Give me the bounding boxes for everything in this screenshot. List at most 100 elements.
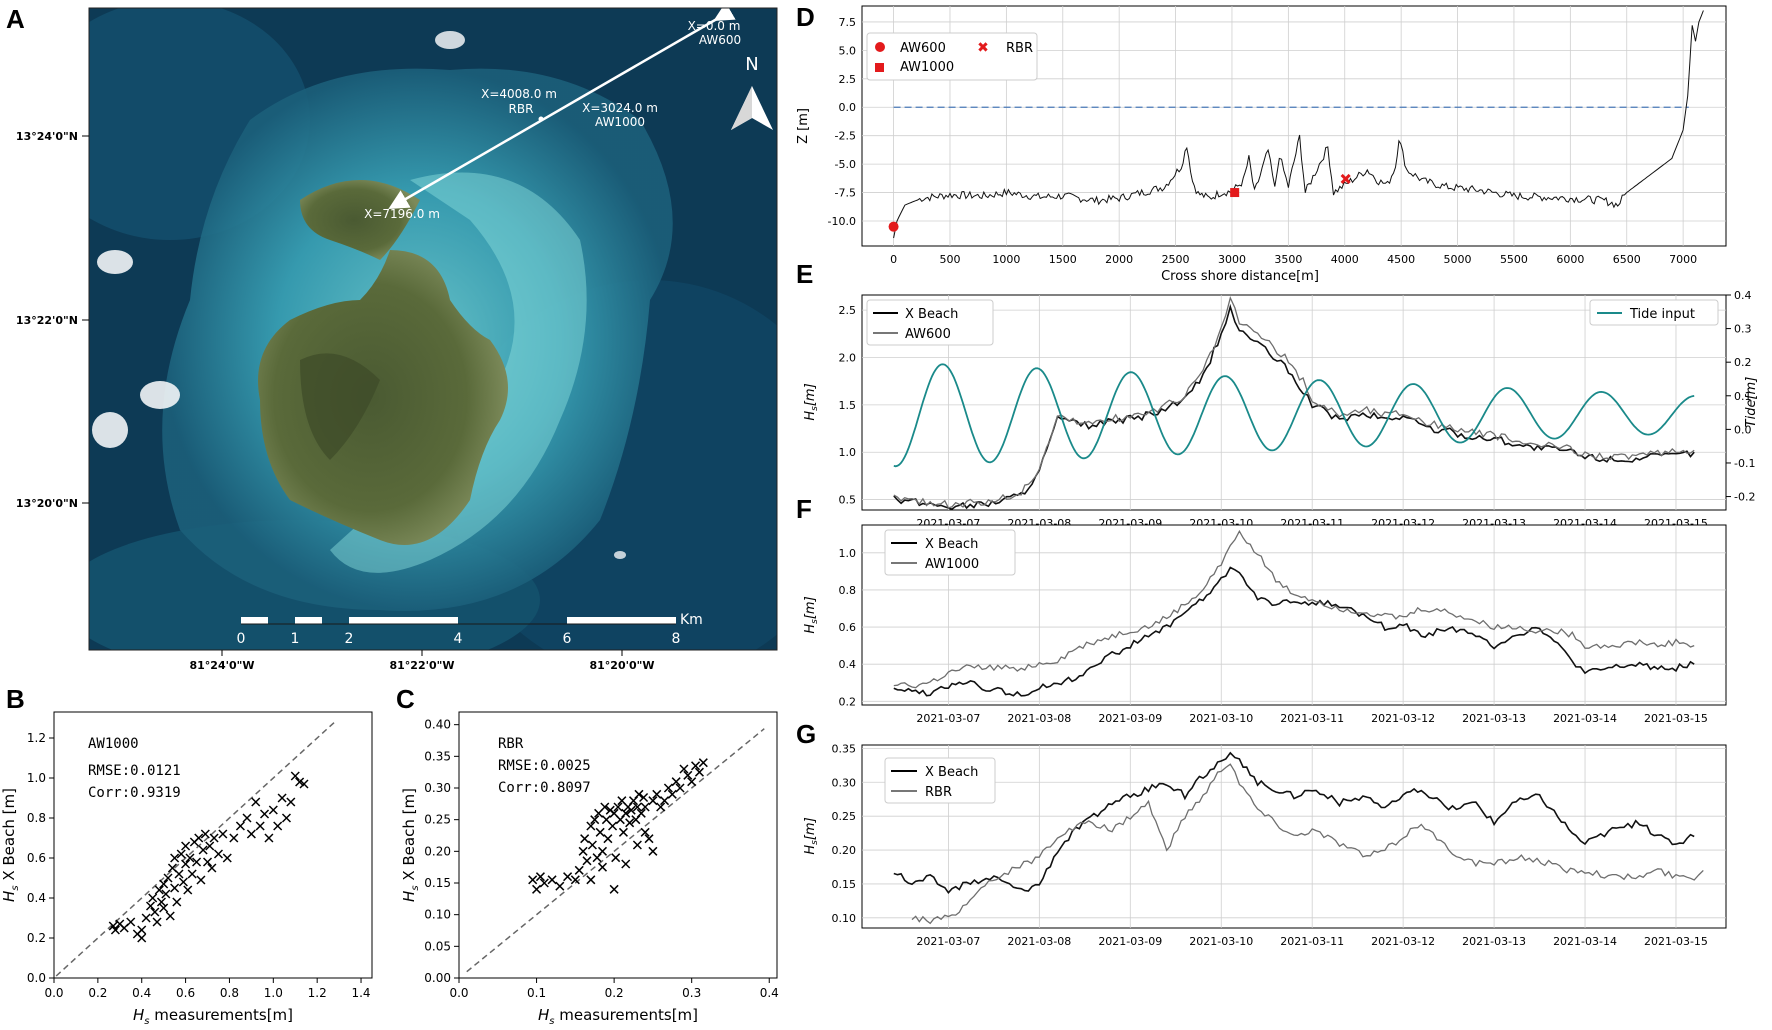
scatter-point: [148, 893, 158, 903]
panel-f-timeseries: F 2021-03-07 2021-03-08 2021-03-09 2021-03-…: [796, 494, 1727, 725]
lat-tick-2: 13°22'0"N: [16, 314, 78, 327]
x-tick-label: 2021-03-13: [1462, 935, 1526, 948]
x-tick-label: 3500: [1274, 253, 1302, 266]
x-tick-label: 0.1: [527, 986, 546, 1000]
y-tick-label: 5.0: [839, 44, 857, 57]
aw1000-position-marker: [538, 116, 544, 122]
panel-d-profile: D 0 500 1000 1500 2000 2500 3000 3500 4000 4500 50…: [796, 2, 1727, 284]
bathymetry-profile-line: [893, 10, 1704, 239]
scatter-point: [202, 857, 213, 867]
x-tick-label: 0.6: [176, 986, 195, 1000]
y-tick-label: 1.0: [839, 547, 857, 560]
transect-label-start: X=0.0 m: [688, 19, 741, 33]
x-tick-label: 500: [939, 253, 960, 266]
scatter-point: [626, 805, 636, 815]
transect-label-aw1000-distance: X=3024.0 m: [582, 101, 658, 115]
f-ylabel: Hs[m]: [803, 596, 820, 633]
y-tick-label: 0.2: [27, 931, 46, 945]
scatter-point: [580, 834, 590, 844]
y-tick-label: 0.2: [839, 695, 857, 708]
scatter-point: [156, 897, 166, 907]
g-legend: X Beach RBR: [884, 757, 996, 804]
x-tick-label: 0: [890, 253, 897, 266]
x-tick-label: 2021-03-10: [1189, 712, 1253, 725]
scatter-point: [597, 862, 608, 872]
scatter-point: [600, 802, 610, 812]
x-tick-label: 3000: [1218, 253, 1246, 266]
scatter-point: [528, 875, 538, 885]
scatter-point: [632, 840, 642, 850]
scatter-point: [174, 869, 184, 879]
scatter-point: [587, 840, 597, 850]
panel-a-map: A X=0.0 m AW600 X=4008.0 m RBR X=3024.0 …: [6, 2, 778, 672]
scatter-point: [229, 833, 239, 843]
legend-f-xbeach: X Beach: [925, 537, 978, 552]
scale-bar: 0 1 2 4 6 8 Km: [237, 612, 703, 647]
panel-letter-a: A: [6, 4, 25, 34]
series-line-rbr: [911, 763, 1704, 925]
scatter-point: [185, 853, 195, 863]
b-rmse-label: RMSE:0.0121: [88, 763, 181, 779]
scatter-point: [660, 796, 670, 806]
x-tick-label: 2021-03-12: [1371, 935, 1435, 948]
x-tick-label: 2021-03-08: [1007, 935, 1071, 948]
y-tick-label: 1.5: [839, 399, 857, 412]
x-tick-label: 4500: [1387, 253, 1415, 266]
y-tick-label: 0.6: [839, 621, 857, 634]
scatter-point: [154, 885, 164, 895]
e-ylabel: Hs[m]: [803, 383, 820, 420]
scatter-point: [683, 770, 693, 780]
one-to-one-line: [466, 728, 765, 973]
scatter-point: [145, 901, 156, 911]
x-tick-label: 2021-03-11: [1280, 935, 1344, 948]
y-tick-label: 0.25: [424, 813, 451, 827]
x-tick-label: 6000: [1556, 253, 1584, 266]
scatter-point: [563, 872, 573, 882]
y-tick-label: 0.0: [27, 971, 46, 985]
legend-e-tide: Tide input: [1629, 307, 1695, 322]
x-tick-label: 2021-03-15: [1644, 712, 1708, 725]
legend-rbr-label: RBR: [1006, 41, 1033, 56]
y2-tick-label: 0.1: [1734, 390, 1752, 403]
x-tick-label: 0.3: [682, 986, 701, 1000]
scatter-point: [547, 875, 557, 885]
y-tick-label: 0.00: [424, 971, 451, 985]
x-tick-label: 6500: [1613, 253, 1641, 266]
scatter-point: [165, 911, 175, 921]
x-tick-label: 5000: [1444, 253, 1472, 266]
scatter-point: [235, 821, 245, 831]
series-line-aw600: [893, 295, 1695, 509]
b-corr-label: Corr:0.9319: [88, 785, 181, 801]
scatter-point: [636, 808, 646, 818]
scatter-point: [618, 827, 628, 837]
panel-b-scatter: B 0.0 0.2 0.4 0.6 0.8 1.0 1.2 1.40.00.20.40.60.…: [0, 684, 373, 1027]
scatter-point: [222, 853, 232, 863]
y-tick-label: 0.20: [832, 844, 857, 857]
y-tick-label: 0.4: [27, 891, 46, 905]
scatter-point: [640, 802, 650, 812]
scatter-point: [611, 853, 621, 863]
lon-tick-1: 81°24'0"W: [189, 659, 254, 672]
series-line-x-beach: [893, 751, 1695, 894]
scatter-point: [574, 865, 584, 875]
lon-tick-2: 81°22'0"W: [389, 659, 454, 672]
legend-aw600-marker: [875, 42, 885, 52]
series-line-aw1000: [893, 529, 1695, 689]
x-tick-label: 2021-03-11: [1280, 712, 1344, 725]
scatter-point: [181, 841, 191, 851]
y2-tick-label: -0.2: [1734, 491, 1755, 504]
scatter-point: [205, 841, 215, 851]
panel-letter-g: G: [796, 719, 816, 749]
scatter-point: [639, 792, 649, 803]
scatter-point: [290, 771, 300, 781]
axes-f: 2021-03-07 2021-03-08 2021-03-09 2021-03-10…: [839, 525, 1726, 725]
x-tick-label: 2021-03-15: [1644, 935, 1708, 948]
y-tick-label: 0.20: [424, 844, 451, 858]
panel-g-timeseries: G 2021-03-07 2021-03-08 2021-03-09 2021-03-…: [796, 719, 1727, 948]
x-tick-label: 2021-03-12: [1371, 712, 1435, 725]
scale-label-8: 8: [672, 631, 681, 647]
scatter-point: [632, 802, 642, 812]
scatter-point: [671, 777, 681, 787]
x-tick-label: 2021-03-10: [1189, 935, 1253, 948]
y-tick-label: 1.0: [27, 771, 46, 785]
